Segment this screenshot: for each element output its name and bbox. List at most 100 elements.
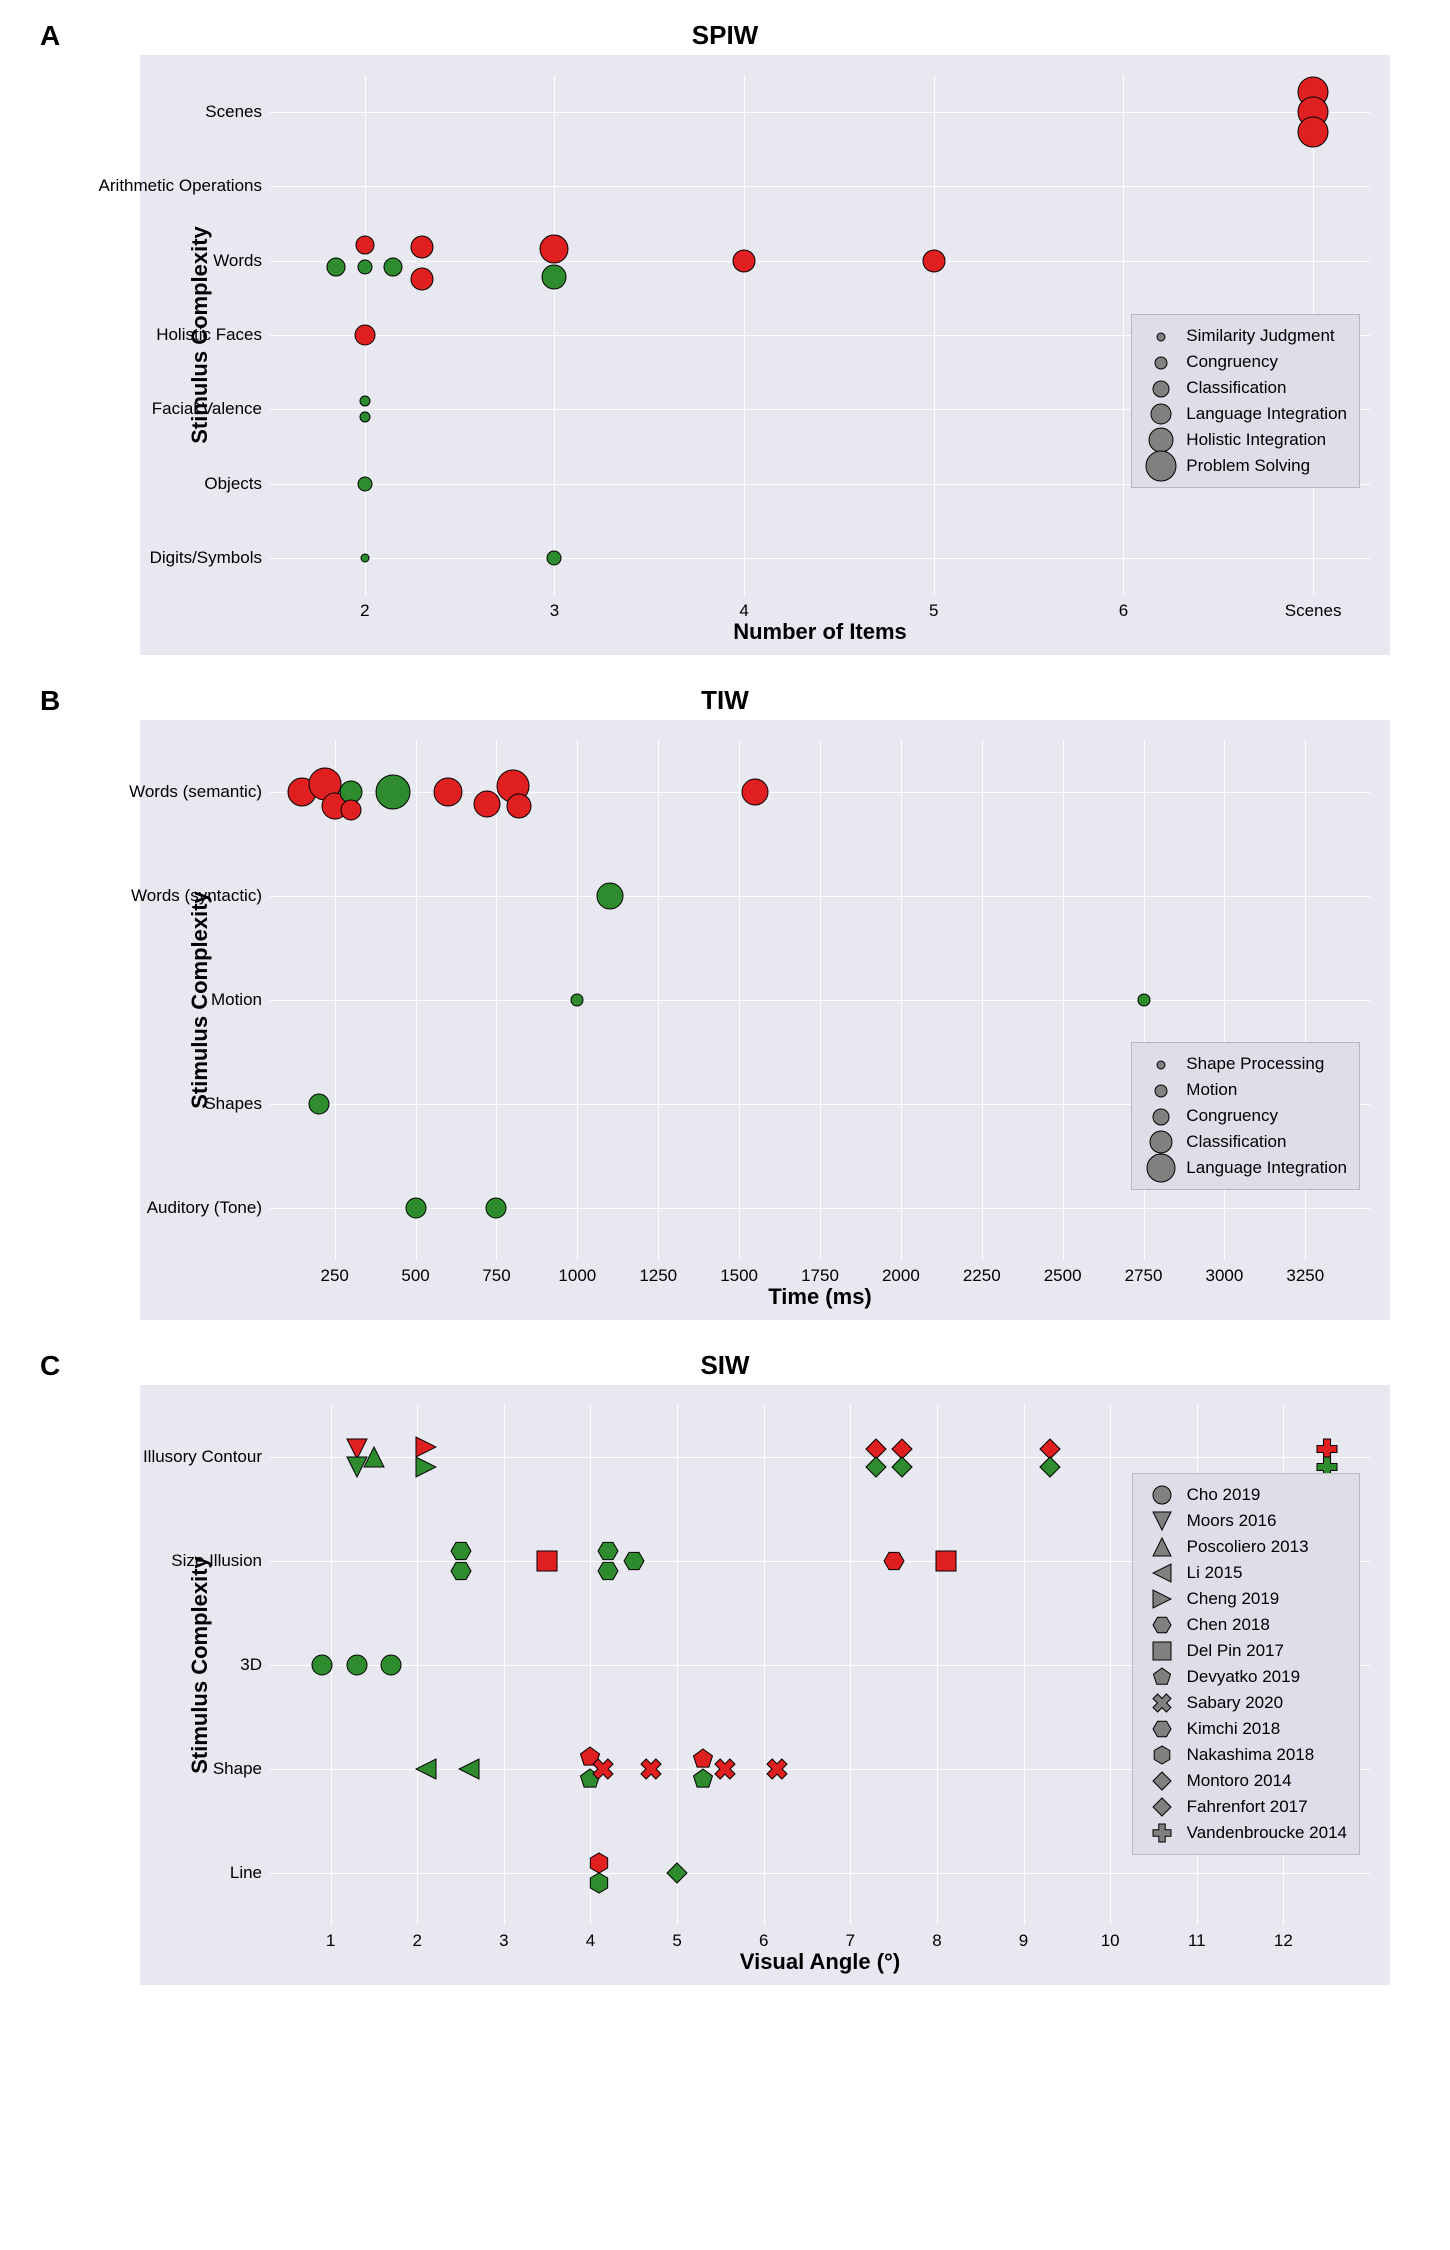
y-tick: Facial Valence (90, 399, 270, 419)
y-tick: Size Illusion (90, 1551, 270, 1571)
legend-marker-icon (1145, 1537, 1179, 1558)
legend-item: Problem Solving (1144, 453, 1347, 479)
legend-item: Sabary 2020 (1145, 1690, 1347, 1716)
legend-marker-icon (1145, 1797, 1179, 1818)
x-tick: 3 (550, 595, 559, 621)
y-tick: Words (90, 251, 270, 271)
x-axis-label: Time (ms) (768, 1284, 872, 1310)
x-tick: 10 (1101, 1925, 1120, 1951)
legend-marker-icon (1145, 1615, 1179, 1636)
legend-marker-icon (1144, 1106, 1178, 1126)
data-point (375, 774, 411, 810)
legend-marker-icon (1144, 1080, 1178, 1100)
x-tick: 7 (846, 1925, 855, 1951)
panel-letter: C (40, 1350, 60, 1382)
data-point (363, 1446, 385, 1468)
legend-label: Li 2015 (1187, 1563, 1243, 1583)
legend-label: Shape Processing (1186, 1054, 1324, 1074)
x-tick: 3250 (1286, 1260, 1324, 1286)
x-tick: Scenes (1285, 595, 1342, 621)
legend: Similarity JudgmentCongruencyClassificat… (1131, 314, 1360, 488)
legend-item: Language Integration (1144, 1155, 1347, 1181)
legend-item: Moors 2016 (1145, 1508, 1347, 1534)
data-point (485, 1197, 507, 1219)
plot-area: Stimulus ComplexityVisual Angle (°)12345… (140, 1385, 1390, 1985)
legend-item: Del Pin 2017 (1145, 1638, 1347, 1664)
y-tick: Objects (90, 474, 270, 494)
data-point (410, 235, 434, 259)
legend-item: Montoro 2014 (1145, 1768, 1347, 1794)
legend-label: Motion (1186, 1080, 1237, 1100)
data-point (354, 324, 376, 346)
x-tick: 3 (499, 1925, 508, 1951)
x-tick: 4 (586, 1925, 595, 1951)
x-tick: 4 (739, 595, 748, 621)
legend-item: Similarity Judgment (1144, 323, 1347, 349)
legend-label: Sabary 2020 (1187, 1693, 1283, 1713)
legend-marker-icon (1145, 1485, 1179, 1506)
panel-letter: B (40, 685, 60, 717)
data-point (922, 249, 946, 273)
x-axis-label: Visual Angle (°) (740, 1949, 900, 1975)
x-tick: 500 (401, 1260, 429, 1286)
data-point (597, 1560, 619, 1582)
legend-label: Del Pin 2017 (1187, 1641, 1284, 1661)
legend-item: Motion (1144, 1077, 1347, 1103)
x-tick: 750 (482, 1260, 510, 1286)
legend: Shape Processing Motion Congruency Classifi… (1131, 1042, 1360, 1190)
legend-label: Classification (1186, 1132, 1286, 1152)
legend-label: Congruency (1186, 1106, 1278, 1126)
y-tick: Illusory Contour (90, 1447, 270, 1467)
legend-label: Moors 2016 (1187, 1511, 1277, 1531)
legend-item: Nakashima 2018 (1145, 1742, 1347, 1768)
data-point (588, 1872, 610, 1894)
data-point (883, 1550, 905, 1572)
data-point (692, 1768, 714, 1790)
data-point (935, 1550, 957, 1572)
legend: Cho 2019 Moors 2016 Poscoliero 2013 Li 2015… (1132, 1473, 1360, 1855)
data-point (359, 395, 371, 407)
data-point (340, 799, 362, 821)
legend-marker-icon (1144, 1153, 1178, 1183)
panel-C: CSIWStimulus ComplexityVisual Angle (°)1… (30, 1350, 1420, 1985)
data-point (588, 1852, 610, 1874)
legend-label: Problem Solving (1186, 456, 1310, 476)
legend-item: Poscoliero 2013 (1145, 1534, 1347, 1560)
x-tick: 11 (1188, 1925, 1206, 1951)
data-point (415, 1456, 437, 1478)
legend-label: Language Integration (1186, 404, 1347, 424)
data-point (346, 1654, 368, 1676)
data-point (360, 553, 370, 563)
data-point (308, 1093, 330, 1115)
data-point (380, 1654, 402, 1676)
legend-item: Cheng 2019 (1145, 1586, 1347, 1612)
legend-label: Poscoliero 2013 (1187, 1537, 1309, 1557)
x-tick: 1250 (639, 1260, 677, 1286)
data-point (506, 793, 532, 819)
x-tick: 1000 (558, 1260, 596, 1286)
legend-item: Kimchi 2018 (1145, 1716, 1347, 1742)
data-point (359, 411, 371, 423)
data-point (415, 1436, 437, 1458)
legend-item: Cho 2019 (1145, 1482, 1347, 1508)
x-tick: 6 (1119, 595, 1128, 621)
data-point (536, 1550, 558, 1572)
data-point (410, 267, 434, 291)
legend-label: Kimchi 2018 (1187, 1719, 1281, 1739)
data-point (596, 882, 624, 910)
legend-label: Holistic Integration (1186, 430, 1326, 450)
legend-label: Devyatko 2019 (1187, 1667, 1300, 1687)
y-tick: Shapes (90, 1094, 270, 1114)
y-tick: Auditory (Tone) (90, 1198, 270, 1218)
legend-label: Language Integration (1186, 1158, 1347, 1178)
data-point (640, 1758, 662, 1780)
x-tick: 1 (326, 1925, 335, 1951)
data-point (539, 234, 569, 264)
legend-label: Fahrenfort 2017 (1187, 1797, 1308, 1817)
legend-item: Congruency (1144, 1103, 1347, 1129)
legend-item: Classification (1144, 375, 1347, 401)
data-point (891, 1456, 913, 1478)
data-point (666, 1862, 688, 1884)
legend-marker-icon (1144, 403, 1178, 425)
x-tick: 2500 (1044, 1260, 1082, 1286)
